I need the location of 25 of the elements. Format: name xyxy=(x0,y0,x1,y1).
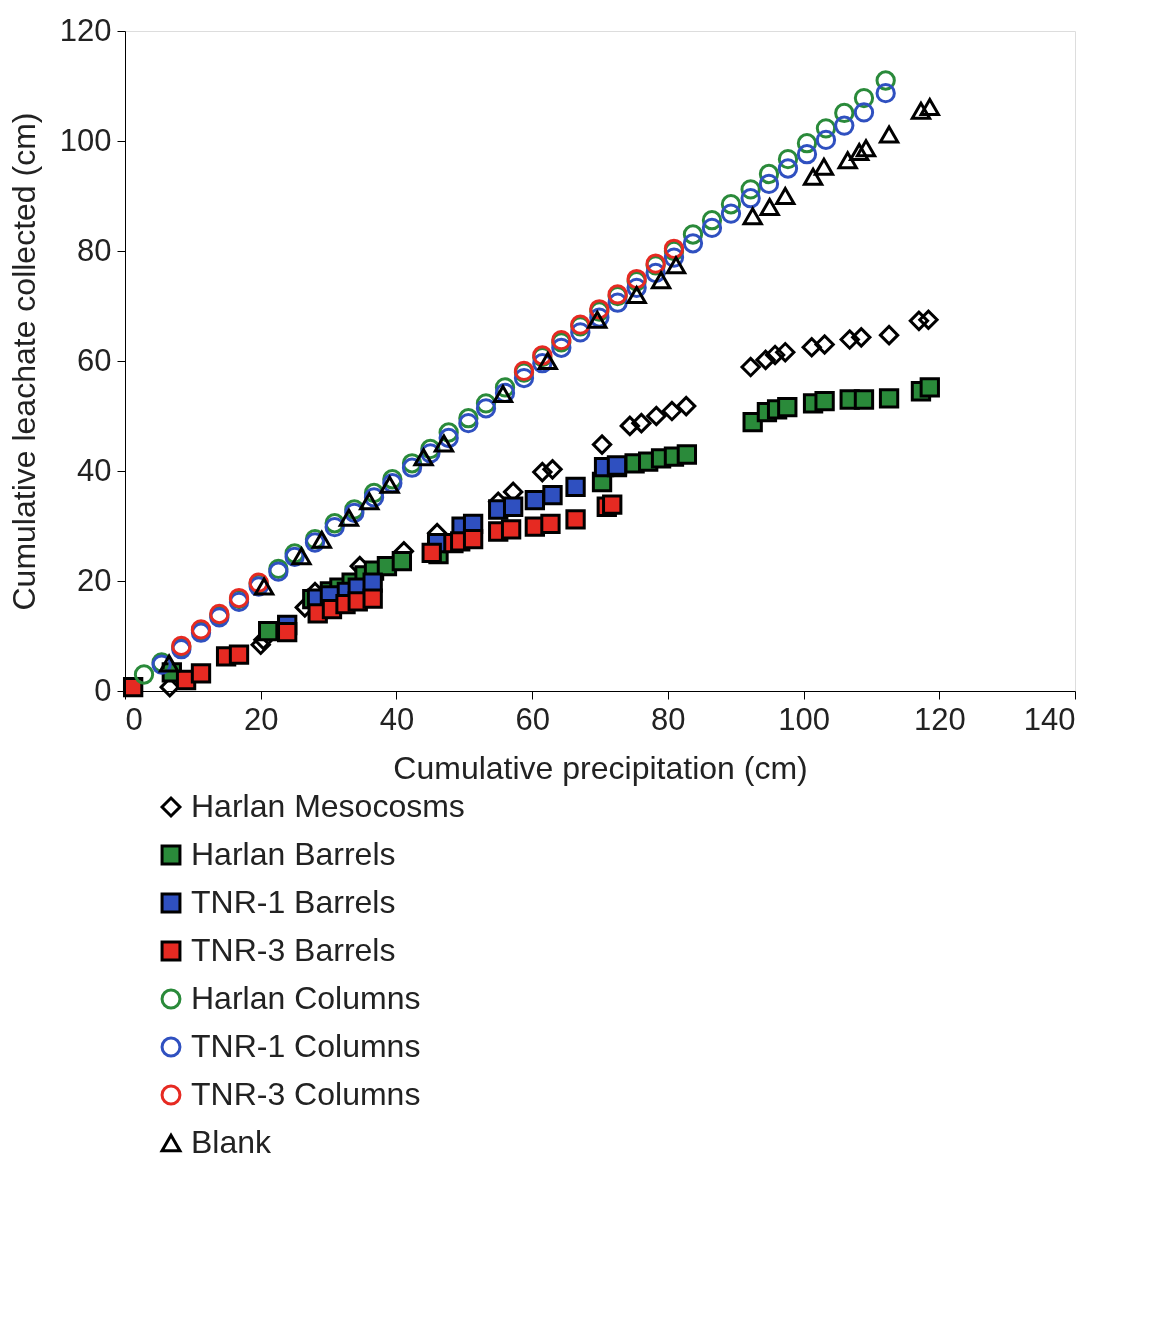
y-tick-label: 80 xyxy=(77,232,112,268)
x-tick-label: 140 xyxy=(1023,701,1076,737)
legend-label: Blank xyxy=(191,1124,273,1160)
legend-label: TNR-1 Columns xyxy=(191,1028,421,1064)
y-tick-label: 100 xyxy=(59,122,112,158)
x-tick-label: 0 xyxy=(125,701,143,737)
x-axis-title: Cumulative precipitation (cm) xyxy=(393,749,808,786)
legend-label: Harlan Barrels xyxy=(191,836,396,872)
y-axis-title: Cumulative leachate collected (cm) xyxy=(5,112,42,611)
x-tick-label: 40 xyxy=(379,701,415,737)
legend-label: TNR-1 Barrels xyxy=(191,884,396,920)
y-tick-label: 20 xyxy=(77,562,112,598)
legend-label: Harlan Mesocosms xyxy=(191,788,465,824)
legend-label: Harlan Columns xyxy=(191,980,421,1016)
x-tick-label: 100 xyxy=(778,701,830,737)
x-tick-label: 20 xyxy=(243,701,279,737)
legend-label: TNR-3 Columns xyxy=(191,1076,421,1112)
x-tick-label: 60 xyxy=(515,701,550,737)
legend-label: TNR-3 Barrels xyxy=(191,932,396,968)
y-tick-label: 120 xyxy=(59,12,112,48)
y-tick-label: 0 xyxy=(94,672,112,708)
y-tick-label: 40 xyxy=(77,452,112,488)
y-tick-label: 60 xyxy=(77,342,112,378)
x-tick-label: 120 xyxy=(913,701,966,737)
x-tick-label: 80 xyxy=(651,701,686,737)
